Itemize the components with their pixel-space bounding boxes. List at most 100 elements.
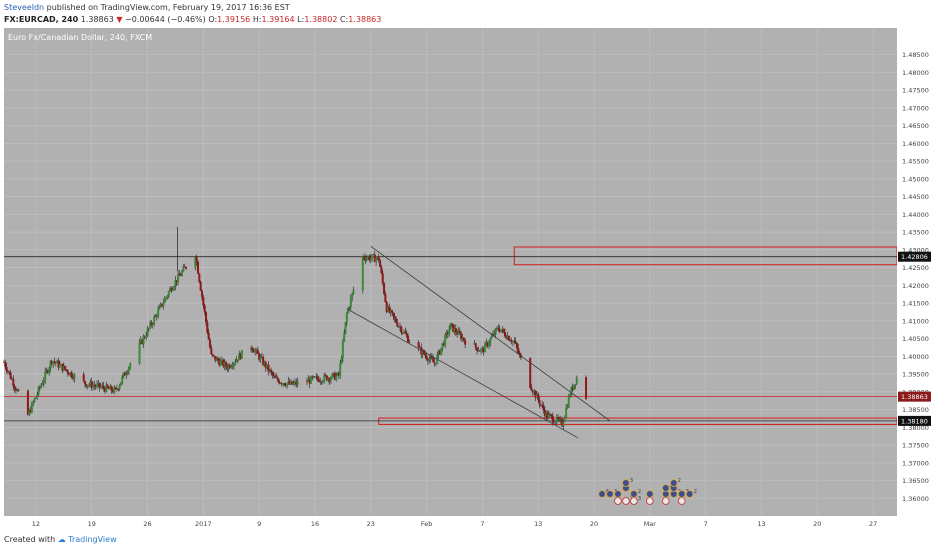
candle-body <box>114 387 117 389</box>
price-tick-label: 1.41000 <box>902 317 929 325</box>
candle-body <box>332 372 335 374</box>
author-link[interactable]: Steveeldn <box>4 3 45 12</box>
candle-body <box>311 376 314 378</box>
candle-body <box>178 273 181 276</box>
candle-body <box>279 383 282 384</box>
candle-body <box>42 380 45 384</box>
candle-body <box>97 382 100 385</box>
candle-body <box>361 256 364 291</box>
candle-body <box>16 390 19 392</box>
event-icon <box>677 497 686 505</box>
candle-body <box>513 340 516 342</box>
candle-body <box>93 385 96 387</box>
candle-body <box>395 318 398 323</box>
candle-body <box>426 359 429 362</box>
event-icon <box>614 490 622 498</box>
tradingview-logo-text[interactable]: TradingView <box>68 535 117 544</box>
candle-body <box>406 335 409 343</box>
candle-body <box>351 293 354 298</box>
candle-body <box>50 361 53 364</box>
candle-body <box>375 258 378 263</box>
candle-body <box>89 381 92 385</box>
publish-text: published on TradingView.com, February 1… <box>46 3 290 12</box>
price-tick-label: 1.37000 <box>902 459 929 467</box>
price-chart[interactable]: 33632232232 1.485001.480001.475001.47000… <box>0 28 932 532</box>
candle-body <box>308 379 311 384</box>
candle-body <box>393 316 396 319</box>
candle-body <box>448 329 451 335</box>
candle-body <box>154 315 157 317</box>
price-tick-label: 1.40500 <box>902 335 929 343</box>
open-label: O: <box>208 15 218 24</box>
candle-body <box>294 381 297 384</box>
candle-body <box>145 336 148 338</box>
candle-body <box>155 315 158 317</box>
plot-background <box>4 28 897 516</box>
candle-body <box>425 355 428 360</box>
candle-body <box>222 359 225 367</box>
candle-body <box>44 371 47 381</box>
candle-body <box>352 290 355 294</box>
candle-body <box>126 372 129 374</box>
candle-body <box>138 342 141 364</box>
candle-body <box>349 297 352 308</box>
candle-body <box>53 361 56 363</box>
candle-body <box>147 327 150 329</box>
candle-body <box>212 355 215 357</box>
candle-body <box>151 324 154 325</box>
created-with-label: Created with <box>4 535 56 544</box>
candle-body <box>101 385 104 387</box>
candle-body <box>510 340 513 343</box>
candle-body <box>199 281 202 291</box>
candle-body <box>115 388 118 390</box>
candle-body <box>218 360 221 366</box>
time-axis[interactable] <box>4 516 897 532</box>
event-icon <box>645 497 654 505</box>
price-tick-label: 1.46000 <box>902 140 929 148</box>
candle-body <box>195 256 198 262</box>
candle-body <box>12 379 15 387</box>
candle-body <box>98 382 101 388</box>
candle-body <box>142 336 145 344</box>
price-axis[interactable] <box>897 28 932 532</box>
candle-body <box>30 402 33 413</box>
price-tick-label: 1.43500 <box>902 229 929 237</box>
event-icon <box>669 479 678 487</box>
candle-body <box>460 333 463 340</box>
candle-body <box>401 332 404 334</box>
candle-body <box>259 356 262 360</box>
candle-body <box>263 362 266 366</box>
event-icon <box>677 490 686 498</box>
candle-body <box>177 273 180 283</box>
candle-body <box>208 339 211 348</box>
candle-body <box>316 376 319 380</box>
time-tick-label: 16 <box>311 520 319 528</box>
candle-body <box>389 310 392 313</box>
event-icon <box>630 490 638 498</box>
candle-body <box>32 402 35 403</box>
candle-body <box>127 367 130 373</box>
candle-body <box>267 364 270 372</box>
candle-body <box>170 288 173 291</box>
event-icon <box>598 490 606 498</box>
candle-body <box>66 370 69 374</box>
candle-body <box>482 348 485 353</box>
price-tick-label: 1.39500 <box>902 371 929 379</box>
candle-body <box>54 362 57 363</box>
candle-body <box>348 307 351 309</box>
candle-body <box>546 412 549 418</box>
grid-lines <box>4 28 897 516</box>
candle-body <box>464 340 467 345</box>
candle-body <box>139 339 142 343</box>
price-badge-label: 1.42806 <box>901 253 928 261</box>
candle-body <box>174 280 177 287</box>
candle-body <box>163 298 166 303</box>
candle-body <box>272 375 275 376</box>
candle-body <box>551 415 554 423</box>
candle-body <box>490 336 493 339</box>
candle-body <box>181 271 184 276</box>
price-tick-label: 1.44000 <box>902 211 929 219</box>
candle-body <box>547 414 550 418</box>
candle-body <box>369 258 372 261</box>
candle-body <box>453 328 456 332</box>
